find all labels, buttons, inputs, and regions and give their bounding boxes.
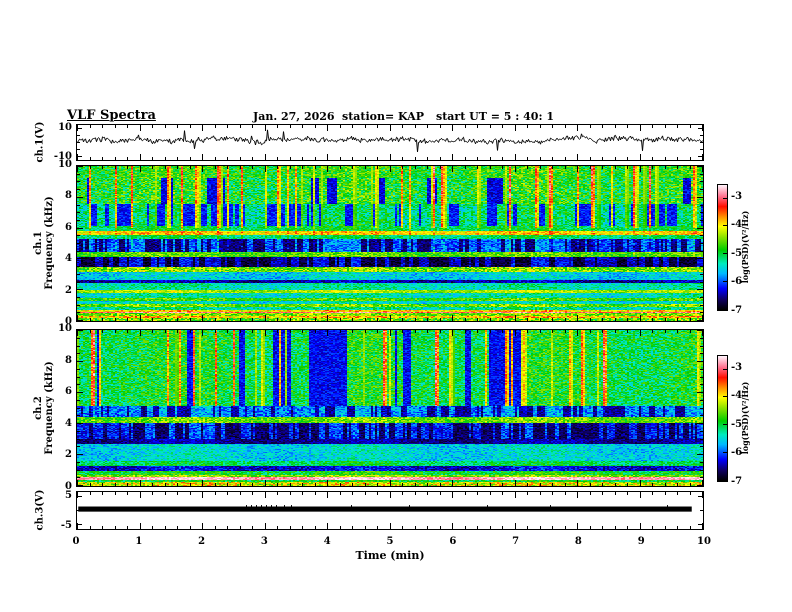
ch3-voltage-axis-label: ch.3(V): [34, 489, 46, 531]
colorbar-tick-label: -4: [731, 219, 743, 231]
ch1-voltage-axis-label: ch.1(V): [34, 121, 46, 163]
y-tick-label: 10: [58, 159, 72, 170]
ch2-spectrogram-panel: [76, 329, 704, 487]
page-title: VLF Spectra: [67, 108, 156, 123]
y-tick-label: 2: [65, 449, 72, 461]
ch2-spectrogram-canvas: [77, 330, 703, 486]
start-ut-label: start UT = 5 : 40: 1: [436, 110, 554, 123]
colorbar-ch2: [717, 355, 728, 482]
y-tick-label: 8: [65, 190, 72, 202]
ch1-waveform-panel: [76, 124, 704, 161]
y-tick-label: -5: [60, 519, 72, 531]
ch1-spectrogram-canvas: [77, 166, 703, 321]
ch1-frequency-axis-label: ch.1 Frequency (kHz): [33, 196, 55, 289]
colorbar-tick-label: -6: [731, 447, 743, 459]
y-tick-label: 10: [58, 121, 72, 133]
y-tick-label: 0: [65, 316, 72, 327]
x-tick-label: 0: [72, 536, 80, 547]
colorbar-tick-label: -4: [731, 390, 743, 402]
y-tick-label: 0: [65, 481, 72, 492]
y-tick-label: 6: [65, 386, 72, 398]
colorbar-tick-label: -3: [731, 190, 743, 202]
colorbar-ch2-canvas: [718, 356, 727, 481]
colorbar-tick-label: -3: [731, 361, 743, 373]
x-tick-label: 6: [449, 536, 457, 547]
x-tick-label: 4: [323, 536, 331, 547]
y-tick-label: 4: [65, 253, 72, 265]
colorbar-tick-label: -6: [731, 276, 743, 288]
station-label: station= KAP: [342, 110, 424, 123]
y-tick-label: -10: [53, 151, 72, 163]
ch1-spectrogram-panel: [76, 165, 704, 322]
colorbar-ch1-canvas: [718, 185, 727, 310]
date-label: Jan. 27, 2026: [253, 110, 335, 123]
colorbar-ch1: [717, 184, 728, 311]
x-tick-label: 7: [512, 536, 520, 547]
y-tick-label: 6: [65, 221, 72, 233]
y-tick-label: 4: [65, 417, 72, 429]
x-tick-label: 10: [697, 536, 711, 547]
y-tick-label: 8: [65, 354, 72, 366]
ch3-waveform-canvas: [77, 492, 703, 529]
x-tick-label: 9: [637, 536, 645, 547]
ch1-label-line1: ch.1: [33, 231, 44, 255]
ch1-waveform-canvas: [77, 125, 703, 160]
time-axis-label: Time (min): [355, 549, 425, 562]
colorbar-tick-label: -5: [731, 418, 743, 430]
ch1-label-line2: Frequency (kHz): [44, 196, 55, 290]
colorbar-tick-label: -7: [731, 305, 743, 316]
x-tick-label: 3: [260, 536, 268, 547]
ch2-frequency-axis-label: ch.2 Frequency (kHz): [33, 361, 55, 454]
colorbar-tick-label: -7: [731, 476, 743, 487]
colorbar-tick-label: -5: [731, 247, 743, 259]
x-tick-label: 2: [198, 536, 206, 547]
ch2-label-line1: ch.2: [33, 396, 44, 420]
x-tick-label: 1: [135, 536, 143, 547]
y-tick-label: 2: [65, 284, 72, 296]
ch3-waveform-panel: [76, 491, 704, 530]
y-tick-label: 5: [65, 489, 72, 501]
y-tick-label: 10: [58, 323, 72, 334]
x-tick-label: 5: [386, 536, 394, 547]
x-tick-label: 8: [574, 536, 582, 547]
ch2-label-line2: Frequency (kHz): [44, 361, 55, 455]
